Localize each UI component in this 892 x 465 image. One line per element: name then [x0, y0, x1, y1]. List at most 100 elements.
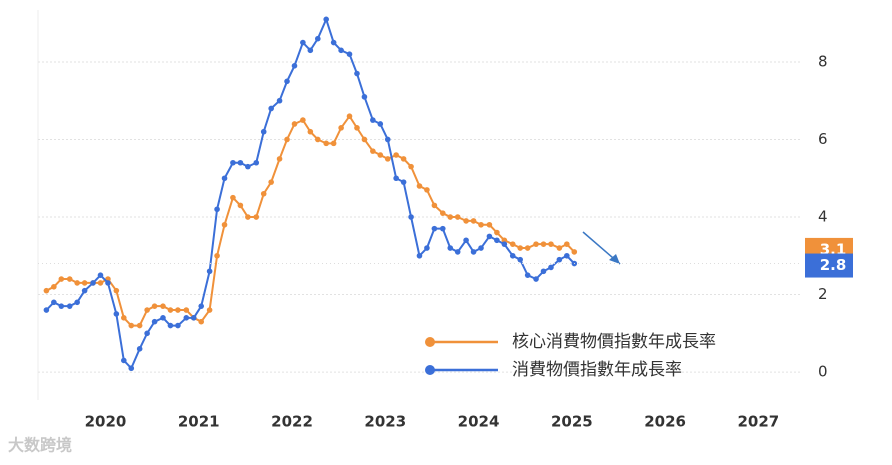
data-point [144, 307, 150, 313]
data-point [447, 245, 454, 251]
data-point [276, 156, 283, 162]
data-point [151, 303, 158, 309]
last-value-box [805, 253, 853, 278]
x-tick-label: 2021 [178, 413, 220, 431]
data-point [361, 94, 368, 100]
data-point [540, 268, 547, 275]
data-point [230, 194, 236, 201]
y-tick-label: 0 [818, 363, 828, 381]
data-point [354, 70, 360, 77]
data-point [183, 307, 190, 313]
annotation-arrowhead [609, 254, 620, 264]
data-point [517, 256, 523, 263]
data-point [470, 249, 477, 255]
data-point [121, 357, 127, 364]
data-point [167, 322, 174, 329]
data-point [346, 51, 353, 57]
data-point [548, 241, 554, 247]
data-point [74, 280, 80, 286]
data-point [494, 237, 500, 244]
data-point [253, 159, 260, 166]
data-point [470, 218, 477, 224]
last-value-label: 2.8 [820, 256, 847, 274]
data-point [439, 210, 446, 216]
data-point [151, 318, 158, 325]
data-point [377, 121, 384, 127]
data-point [300, 39, 306, 46]
data-point [424, 245, 430, 251]
data-point [105, 280, 111, 286]
data-point [431, 202, 438, 209]
data-point [408, 163, 414, 170]
data-point [370, 148, 376, 154]
data-point [206, 268, 213, 275]
data-point [533, 276, 539, 282]
data-point [276, 97, 283, 104]
watermark: 大数跨境 [8, 436, 72, 455]
data-point [346, 113, 353, 120]
data-point [533, 241, 539, 247]
data-point [51, 299, 57, 306]
data-point [370, 117, 376, 123]
data-point [478, 245, 484, 251]
y-tick-label: 4 [818, 208, 828, 226]
data-point [300, 117, 306, 123]
data-point [206, 307, 213, 313]
data-point [524, 272, 531, 278]
data-point [556, 245, 563, 251]
data-point [354, 125, 360, 131]
data-point [121, 315, 127, 321]
x-tick-label: 2025 [551, 413, 593, 431]
data-point [291, 63, 298, 69]
data-point [315, 136, 321, 143]
data-point [58, 276, 65, 282]
y-tick-label: 8 [818, 52, 828, 70]
data-point [486, 221, 493, 228]
data-point [330, 140, 337, 147]
data-point [66, 276, 73, 282]
data-point [136, 346, 143, 352]
data-point [268, 179, 274, 185]
data-point [408, 214, 414, 220]
data-point [393, 175, 399, 182]
data-point [463, 237, 469, 244]
data-point [81, 280, 88, 286]
data-point [160, 303, 166, 309]
data-point [51, 283, 57, 290]
data-point [221, 175, 228, 182]
x-tick-label: 2022 [271, 413, 313, 431]
data-point [245, 214, 251, 220]
data-point [494, 229, 500, 236]
data-point [284, 136, 290, 143]
data-point [198, 318, 205, 325]
data-point [384, 136, 391, 143]
data-point [97, 280, 104, 286]
data-point [463, 218, 469, 224]
data-point [175, 307, 181, 313]
data-point [260, 190, 267, 197]
data-point [81, 287, 88, 294]
data-point [540, 241, 547, 247]
data-point [564, 241, 570, 247]
data-point [66, 303, 73, 309]
data-point [315, 35, 321, 42]
data-point [237, 202, 244, 209]
data-point [400, 156, 407, 162]
data-point [361, 136, 368, 143]
data-point [167, 307, 174, 313]
data-point [245, 163, 251, 170]
data-point [564, 252, 570, 259]
data-point [509, 252, 516, 259]
x-tick-label: 2023 [364, 413, 406, 431]
x-tick-label: 2020 [85, 413, 127, 431]
data-point [431, 225, 438, 232]
data-point [323, 140, 329, 147]
x-tick-label: 2024 [458, 413, 500, 431]
data-point [214, 252, 220, 259]
data-point [43, 287, 50, 294]
data-point [330, 39, 337, 46]
data-point [268, 105, 274, 112]
data-point [58, 303, 65, 309]
data-point [416, 252, 423, 259]
